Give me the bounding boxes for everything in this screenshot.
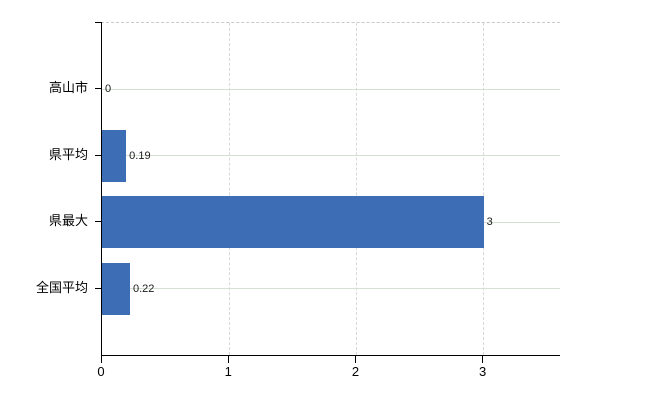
- h-gridline: [102, 288, 560, 290]
- category-label: 県平均: [48, 146, 88, 162]
- x-tick: [482, 355, 484, 363]
- bar-value-label: 0: [105, 83, 112, 96]
- category-label: 県最大: [48, 213, 88, 229]
- y-tick: [95, 287, 101, 289]
- x-tick-label: 0: [97, 364, 105, 379]
- category-label: 全国平均: [35, 279, 88, 295]
- x-tick-label: 3: [479, 364, 487, 379]
- bar-value-label: 0.22: [132, 282, 155, 295]
- bar: [102, 196, 484, 249]
- bar: [102, 129, 127, 182]
- x-tick: [100, 355, 102, 363]
- y-tick: [95, 88, 101, 90]
- bar: [102, 262, 130, 315]
- plot-area: 0 0.19 3 0.22: [95, 22, 560, 356]
- v-gridline: [355, 23, 357, 355]
- h-gridline: [102, 88, 560, 90]
- x-tick: [227, 355, 229, 363]
- bar-value-label: 3: [486, 216, 493, 229]
- v-gridline: [228, 23, 230, 355]
- y-tick: [95, 154, 101, 156]
- v-gridline: [483, 23, 485, 355]
- y-tick: [95, 221, 101, 223]
- x-tick: [354, 355, 356, 363]
- x-tick-label: 2: [351, 364, 360, 379]
- category-label: 高山市: [48, 80, 88, 96]
- y-axis-end-tick: [95, 22, 102, 23]
- x-tick-label: 1: [224, 364, 232, 379]
- h-gridline: [102, 155, 560, 157]
- bar-value-label: 0.19: [129, 149, 151, 162]
